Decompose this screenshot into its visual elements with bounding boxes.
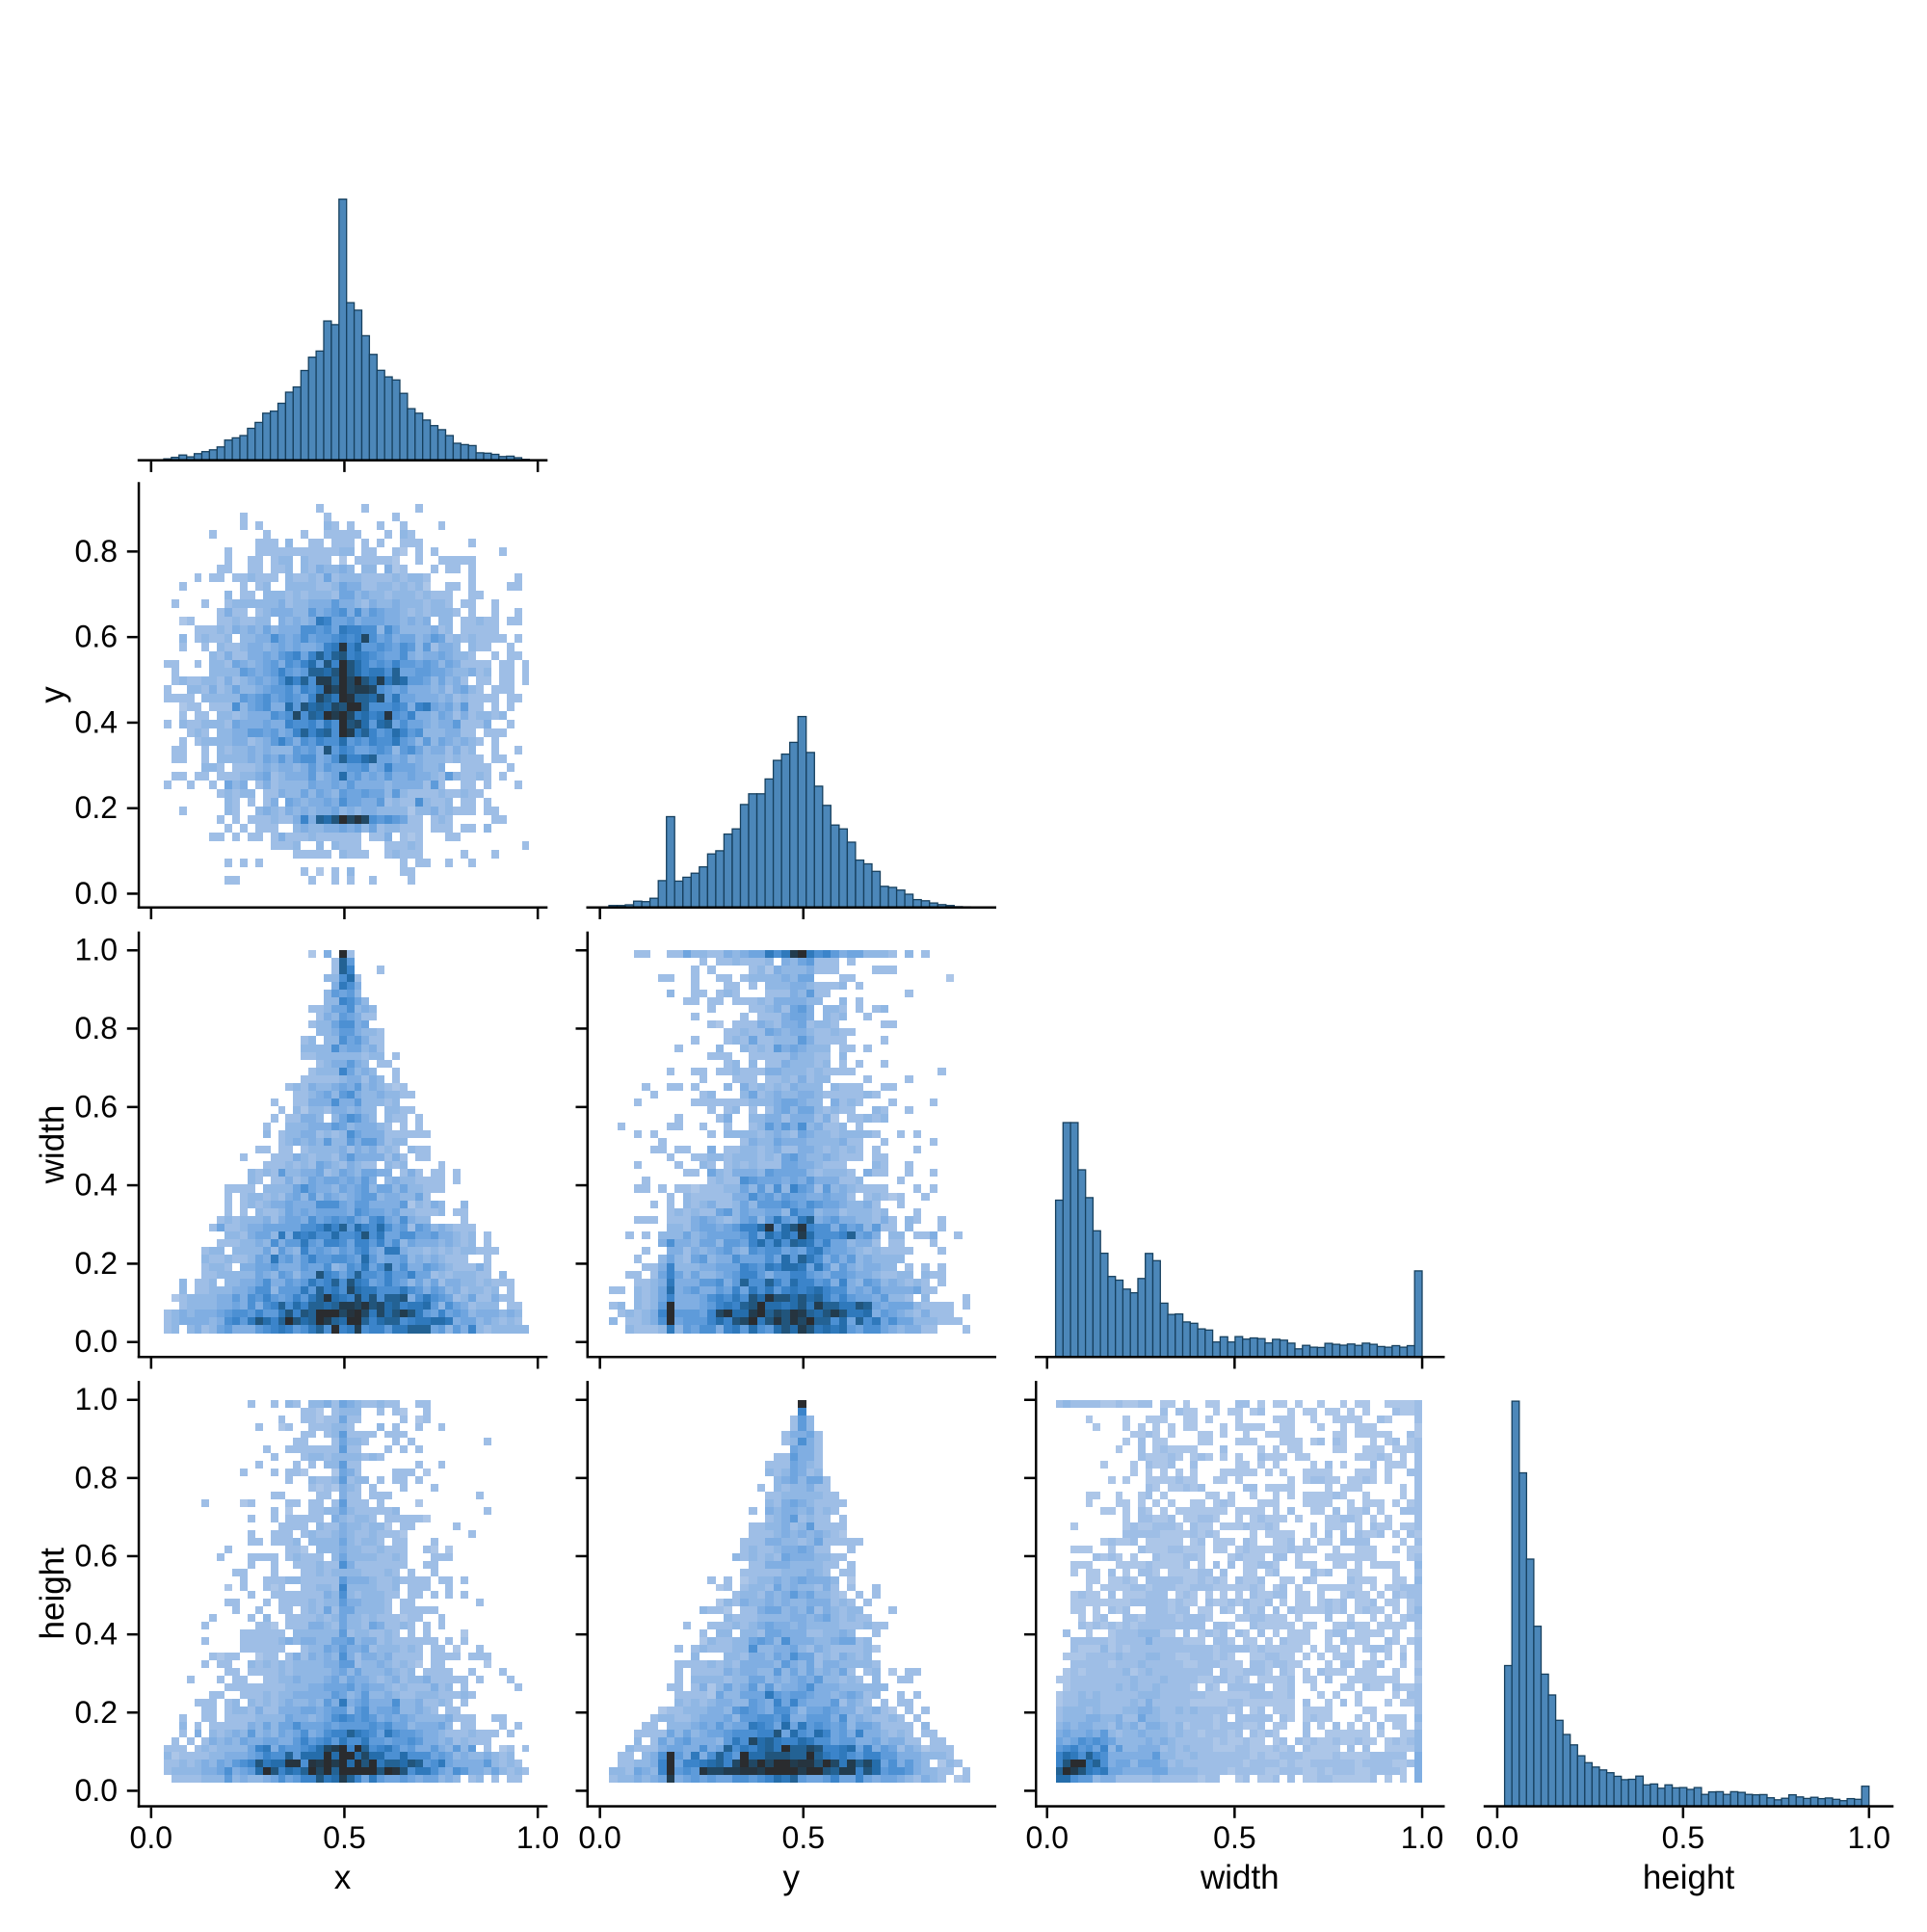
svg-text:0.0: 0.0 bbox=[130, 1820, 172, 1855]
svg-text:0.2: 0.2 bbox=[75, 790, 118, 825]
svg-text:y: y bbox=[34, 686, 71, 703]
svg-text:0.0: 0.0 bbox=[75, 1324, 118, 1359]
svg-text:0.8: 0.8 bbox=[75, 1460, 118, 1495]
svg-text:0.4: 0.4 bbox=[75, 1617, 118, 1652]
svg-text:0.5: 0.5 bbox=[323, 1820, 365, 1855]
svg-text:width: width bbox=[34, 1105, 71, 1185]
svg-text:0.0: 0.0 bbox=[1026, 1820, 1069, 1855]
svg-text:0.2: 0.2 bbox=[75, 1246, 118, 1281]
svg-text:0.0: 0.0 bbox=[75, 1773, 118, 1808]
svg-text:0.5: 0.5 bbox=[1662, 1820, 1704, 1855]
svg-text:1.0: 1.0 bbox=[1848, 1820, 1890, 1855]
svg-text:1.0: 1.0 bbox=[516, 1820, 559, 1855]
svg-text:0.6: 0.6 bbox=[75, 1539, 118, 1574]
svg-text:0.6: 0.6 bbox=[75, 1089, 118, 1124]
svg-text:x: x bbox=[334, 1859, 352, 1896]
svg-text:0.4: 0.4 bbox=[75, 704, 118, 739]
svg-text:0.0: 0.0 bbox=[1476, 1820, 1518, 1855]
svg-text:y: y bbox=[782, 1859, 800, 1896]
svg-text:1.0: 1.0 bbox=[1401, 1820, 1443, 1855]
svg-text:0.6: 0.6 bbox=[75, 620, 118, 654]
svg-text:1.0: 1.0 bbox=[75, 933, 118, 967]
svg-text:width: width bbox=[1200, 1859, 1280, 1896]
svg-text:0.0: 0.0 bbox=[578, 1820, 620, 1855]
svg-text:0.5: 0.5 bbox=[782, 1820, 825, 1855]
svg-text:0.8: 0.8 bbox=[75, 534, 118, 569]
svg-text:1.0: 1.0 bbox=[75, 1382, 118, 1416]
svg-text:0.0: 0.0 bbox=[75, 876, 118, 911]
svg-text:0.4: 0.4 bbox=[75, 1168, 118, 1203]
svg-text:0.8: 0.8 bbox=[75, 1011, 118, 1045]
svg-text:0.2: 0.2 bbox=[75, 1695, 118, 1730]
svg-text:height: height bbox=[34, 1548, 71, 1640]
svg-text:0.5: 0.5 bbox=[1213, 1820, 1255, 1855]
svg-text:height: height bbox=[1643, 1859, 1735, 1896]
